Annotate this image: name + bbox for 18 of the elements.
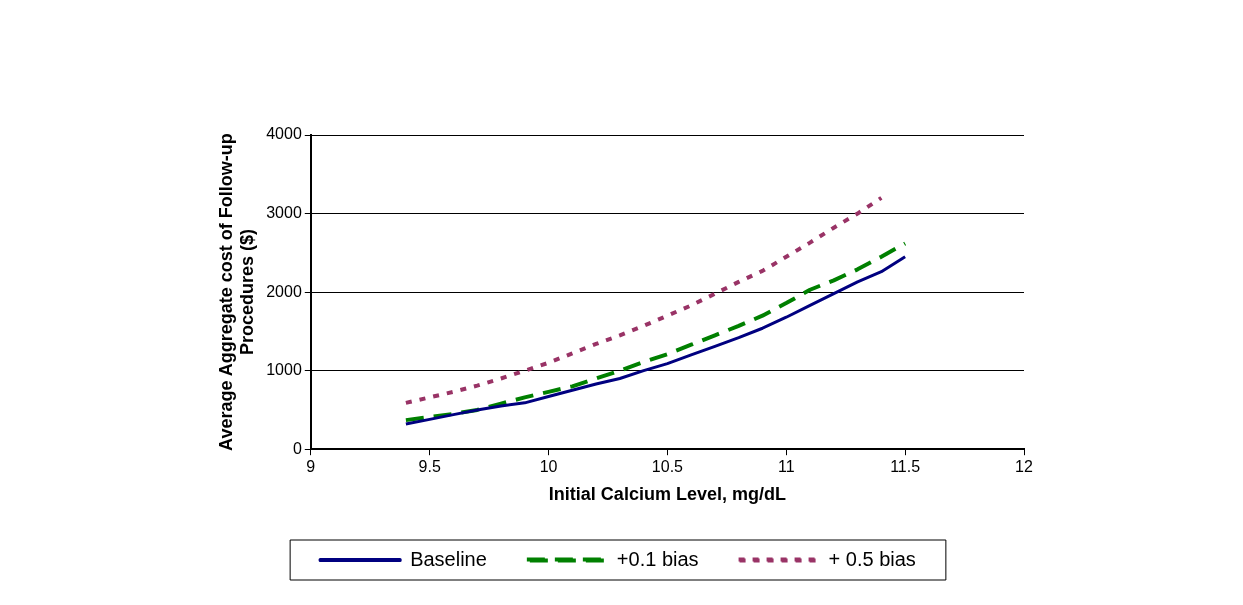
x-tick-label: 11.5 <box>890 458 921 476</box>
y-tick-label: 3000 <box>266 203 302 221</box>
y-tick-label: 1000 <box>266 361 302 379</box>
y-tick-label: 0 <box>292 439 302 457</box>
x-tick-label: 12 <box>1015 458 1033 476</box>
x-tick-label: 10 <box>539 458 558 476</box>
y-tick-label: 4000 <box>266 125 302 143</box>
x-tick-label: 11 <box>777 458 795 476</box>
y-axis-title: Average Aggregate cost of Follow-up Procedures ($) <box>215 133 258 451</box>
line-series <box>403 195 884 405</box>
legend-label: Baseline <box>410 547 487 570</box>
legend-label: +0.1 bias <box>616 547 699 570</box>
legend-label: + 0.5 bias <box>828 547 916 570</box>
y-tick-label: 2000 <box>266 282 302 300</box>
x-tick-label: 10.5 <box>651 458 684 476</box>
x-tick-label: 9.5 <box>418 458 441 476</box>
x-tick-label: 9 <box>306 458 316 476</box>
x-axis-title: Initial Calcium Level, mg/dL <box>548 484 786 505</box>
